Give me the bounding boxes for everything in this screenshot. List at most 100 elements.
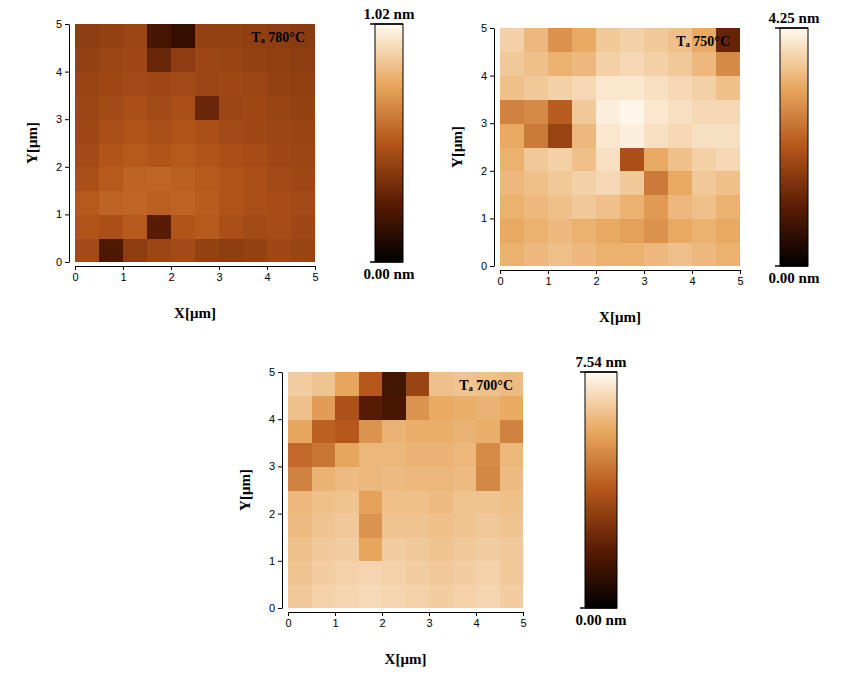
height-cell xyxy=(195,238,220,262)
height-cell xyxy=(453,466,477,490)
tick: 4 xyxy=(481,70,494,82)
tick: 2 xyxy=(168,266,174,283)
height-cell xyxy=(453,419,477,443)
tick-mark xyxy=(476,612,477,616)
tick-mark xyxy=(65,72,69,73)
height-cell xyxy=(596,28,621,52)
height-cell xyxy=(453,396,477,420)
tick-mark xyxy=(267,266,268,270)
height-cell xyxy=(524,242,549,266)
tick: 5 xyxy=(56,18,69,30)
height-map xyxy=(75,24,315,262)
tick-mark xyxy=(490,76,494,77)
tick: 1 xyxy=(56,208,69,220)
height-cell xyxy=(243,48,268,72)
height-cell xyxy=(644,195,669,219)
height-cell xyxy=(382,443,406,467)
height-cell xyxy=(572,147,597,171)
height-cell xyxy=(572,171,597,195)
height-cell xyxy=(692,242,717,266)
height-cell xyxy=(335,396,359,420)
tick: 0 xyxy=(285,612,291,629)
height-cell xyxy=(382,419,406,443)
afm-panel: 012345012345X[μm]Y[μm]Tₐ 700°C0.00 nm7.5… xyxy=(237,354,627,667)
height-cell xyxy=(288,514,312,538)
height-cell xyxy=(75,119,100,143)
height-cell xyxy=(500,490,524,514)
axis-line xyxy=(289,612,524,613)
height-cell xyxy=(123,119,148,143)
x-axis: 012345 xyxy=(497,270,743,287)
height-cell xyxy=(219,191,244,215)
height-cell xyxy=(524,218,549,242)
height-cell xyxy=(195,191,220,215)
color-bar-label: 0.00 nm xyxy=(576,612,627,628)
height-cell xyxy=(335,490,359,514)
tick-mark xyxy=(288,612,289,616)
tick-mark xyxy=(278,372,282,373)
tick-label: 0 xyxy=(285,617,291,629)
color-bar-tick xyxy=(370,23,403,25)
height-cell xyxy=(548,52,573,76)
height-cell xyxy=(500,242,525,266)
tick-label: 5 xyxy=(269,366,275,378)
color-bar: 0.00 nm1.02 nm xyxy=(364,6,415,282)
tick-label: 3 xyxy=(426,617,432,629)
height-cell xyxy=(572,28,597,52)
tick-mark xyxy=(65,262,69,263)
tick-label: 2 xyxy=(168,271,174,283)
height-cell xyxy=(291,191,315,215)
height-cell xyxy=(476,419,500,443)
tick-label: 4 xyxy=(56,66,62,78)
height-cell xyxy=(219,72,244,96)
panel-title: Tₐ 780°C xyxy=(251,30,305,45)
height-map xyxy=(500,28,740,266)
afm-panel: 012345012345X[μm]Y[μm]Tₐ 780°C0.00 nm1.0… xyxy=(24,6,415,321)
height-cell xyxy=(75,143,100,167)
tick-mark xyxy=(382,612,383,616)
height-cell xyxy=(572,76,597,100)
height-cell xyxy=(668,147,693,171)
height-cell xyxy=(620,52,645,76)
height-cell xyxy=(429,537,453,561)
height-cell xyxy=(692,147,717,171)
height-cell xyxy=(429,561,453,585)
tick-mark xyxy=(740,270,741,274)
height-cell xyxy=(692,195,717,219)
height-cell xyxy=(288,396,312,420)
panel-title: Tₐ 700°C xyxy=(459,378,513,393)
tick-label: 1 xyxy=(56,208,62,220)
height-cell xyxy=(75,72,100,96)
height-cell xyxy=(147,95,172,119)
height-cell xyxy=(716,195,740,219)
height-cell xyxy=(406,561,430,585)
tick-mark xyxy=(65,119,69,120)
tick-mark xyxy=(278,514,282,515)
height-cell xyxy=(291,214,315,238)
height-cell xyxy=(195,24,220,48)
tick-label: 5 xyxy=(56,18,62,30)
height-cell xyxy=(312,514,336,538)
height-cell xyxy=(267,191,292,215)
height-cell xyxy=(75,167,100,191)
height-cell xyxy=(406,584,430,608)
height-cell xyxy=(219,143,244,167)
tick: 3 xyxy=(641,270,647,287)
height-cell xyxy=(288,443,312,467)
height-cell xyxy=(291,95,315,119)
height-cell xyxy=(716,123,740,147)
height-cell xyxy=(548,218,573,242)
height-cell xyxy=(382,396,406,420)
height-cell xyxy=(335,372,359,396)
height-cell xyxy=(668,171,693,195)
height-cell xyxy=(75,48,100,72)
color-bar-tick xyxy=(580,607,617,609)
tick-label: 4 xyxy=(473,617,479,629)
height-cell xyxy=(291,72,315,96)
tick-mark xyxy=(490,123,494,124)
height-cell xyxy=(171,119,196,143)
height-cell xyxy=(668,242,693,266)
height-cell xyxy=(572,195,597,219)
height-cell xyxy=(644,28,669,52)
tick-label: 2 xyxy=(481,165,487,177)
